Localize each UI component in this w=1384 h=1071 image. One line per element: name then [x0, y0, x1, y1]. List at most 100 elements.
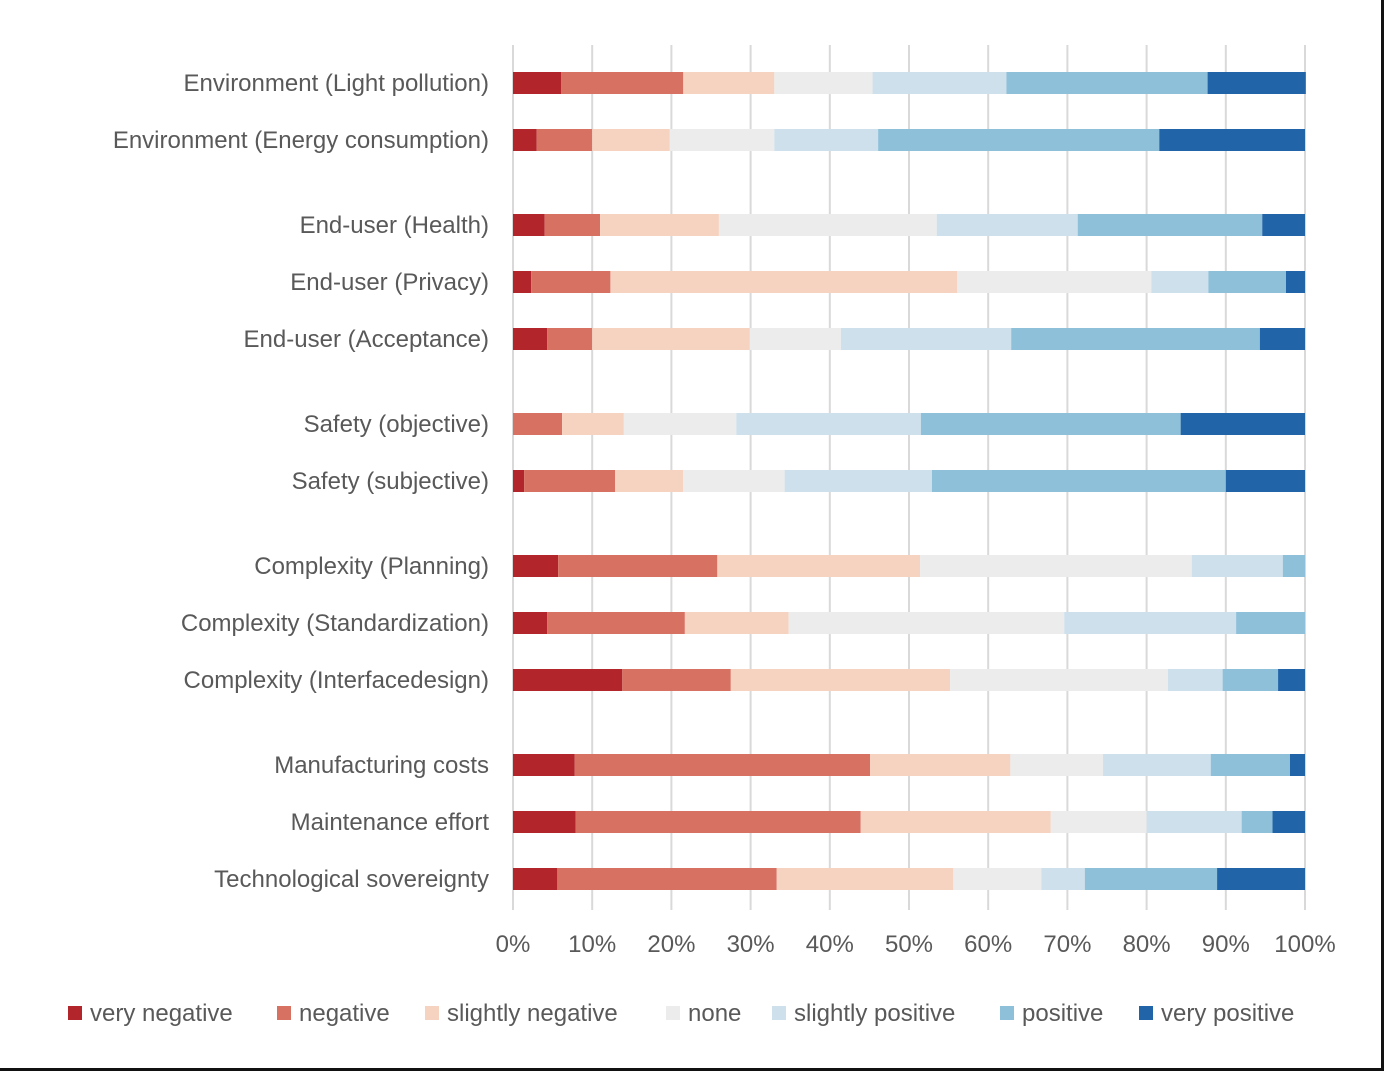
- bar-segment-positive: [1208, 271, 1286, 293]
- category-labels: Environment (Light pollution) Environment…: [113, 70, 489, 893]
- bar-segment-very-negative: [513, 470, 525, 492]
- bar-segment-negative: [524, 470, 616, 492]
- category-label: Complexity (Standardization): [181, 610, 489, 637]
- x-tick-label: 50%: [885, 931, 933, 958]
- category-label: End-user (Acceptance): [244, 326, 489, 353]
- bar-segment-none: [623, 413, 737, 435]
- bar-segment-very-positive: [1180, 413, 1305, 435]
- bar-segment-positive: [1011, 328, 1260, 350]
- legend-item: slightly negative: [425, 1000, 618, 1027]
- bar-row: [513, 612, 1305, 634]
- bar-row: [513, 470, 1305, 492]
- bar-segment-very-negative: [513, 129, 537, 151]
- bar-segment-negative: [557, 868, 777, 890]
- x-tick-label: 70%: [1043, 931, 1091, 958]
- bar-segment-none: [749, 328, 841, 350]
- legend-item: slightly positive: [772, 1000, 955, 1027]
- legend-swatch: [68, 1006, 82, 1020]
- bar-segment-slightly-negative: [776, 868, 954, 890]
- bar-segment-very-negative: [513, 868, 558, 890]
- bar-segment-slightly-positive: [872, 72, 1007, 94]
- legend-item: very positive: [1139, 1000, 1294, 1027]
- bar-segment-positive: [1006, 72, 1208, 94]
- bar-segment-slightly-negative: [610, 271, 958, 293]
- bar-segment-negative: [547, 612, 685, 634]
- bar-segment-slightly-positive: [736, 413, 921, 435]
- bar-segment-slightly-positive: [1191, 555, 1283, 577]
- x-tick-label: 60%: [964, 931, 1012, 958]
- bar-segment-very-positive: [1259, 328, 1305, 350]
- category-label: End-user (Privacy): [290, 269, 489, 296]
- category-label: Technological sovereignty: [214, 866, 489, 893]
- bar-segment-slightly-positive: [840, 328, 1012, 350]
- bar-row: [513, 328, 1305, 350]
- bar-row: [513, 129, 1305, 151]
- bar-segment-very-negative: [513, 271, 532, 293]
- bar-segment-negative: [547, 328, 593, 350]
- bars: [513, 72, 1306, 890]
- bar-segment-very-positive: [1278, 669, 1305, 691]
- bar-segment-very-negative: [513, 555, 559, 577]
- category-label: End-user (Health): [300, 212, 489, 239]
- legend-label: positive: [1022, 1000, 1103, 1027]
- bar-segment-slightly-positive: [1041, 868, 1085, 890]
- bar-segment-none: [683, 470, 785, 492]
- category-label: Manufacturing costs: [274, 752, 489, 779]
- legend-swatch: [1139, 1006, 1153, 1020]
- bar-segment-slightly-negative: [870, 754, 1011, 776]
- bar-segment-positive: [1282, 555, 1305, 577]
- category-label: Environment (Light pollution): [184, 70, 490, 97]
- legend-label: none: [688, 1000, 741, 1027]
- category-label: Safety (subjective): [292, 468, 489, 495]
- bar-segment-very-negative: [513, 669, 623, 691]
- bar-segment-slightly-positive: [784, 470, 932, 492]
- bar-segment-slightly-positive: [1103, 754, 1211, 776]
- bar-segment-slightly-positive: [1146, 811, 1242, 833]
- bar-segment-positive: [1077, 214, 1263, 236]
- bar-segment-negative: [536, 129, 593, 151]
- legend-label: very positive: [1161, 1000, 1294, 1027]
- bar-segment-none: [774, 72, 873, 94]
- bar-segment-very-negative: [513, 754, 575, 776]
- legend-label: very negative: [90, 1000, 233, 1027]
- legend-label: negative: [299, 1000, 390, 1027]
- bar-segment-slightly-negative: [860, 811, 1051, 833]
- bar-segment-slightly-positive: [1064, 612, 1237, 634]
- bar-segment-very-positive: [1272, 811, 1305, 833]
- bar-segment-very-negative: [513, 72, 562, 94]
- bar-row: [513, 669, 1305, 691]
- bar-segment-slightly-negative: [592, 328, 750, 350]
- bar-segment-none: [1050, 811, 1147, 833]
- legend-item: negative: [277, 1000, 390, 1027]
- bar-segment-positive: [1222, 669, 1279, 691]
- bar-segment-negative: [531, 271, 611, 293]
- legend: very negative negative slightly negative no…: [68, 1000, 1294, 1027]
- legend-label: slightly positive: [794, 1000, 955, 1027]
- bar-segment-very-positive: [1217, 868, 1305, 890]
- x-tick-label: 100%: [1274, 931, 1335, 958]
- bar-segment-slightly-negative: [717, 555, 921, 577]
- bar-row: [513, 271, 1305, 293]
- x-tick-label: 80%: [1123, 931, 1171, 958]
- bar-segment-very-positive: [1262, 214, 1305, 236]
- bar-segment-slightly-positive: [936, 214, 1078, 236]
- bar-segment-very-negative: [513, 811, 576, 833]
- bar-segment-negative: [561, 72, 684, 94]
- bar-segment-positive: [920, 413, 1181, 435]
- bar-segment-negative: [558, 555, 718, 577]
- bar-segment-none: [953, 868, 1042, 890]
- bar-row: [513, 868, 1305, 890]
- x-tick-label: 90%: [1202, 931, 1250, 958]
- category-label: Environment (Energy consumption): [113, 127, 489, 154]
- legend-swatch: [425, 1006, 439, 1020]
- bar-segment-slightly-negative: [562, 413, 624, 435]
- x-tick-label: 0%: [496, 931, 531, 958]
- bar-segment-negative: [574, 754, 871, 776]
- x-tick-label: 20%: [647, 931, 695, 958]
- bar-segment-positive: [1210, 754, 1290, 776]
- bar-row: [513, 72, 1306, 94]
- bar-segment-slightly-negative: [615, 470, 684, 492]
- bar-segment-slightly-positive: [774, 129, 879, 151]
